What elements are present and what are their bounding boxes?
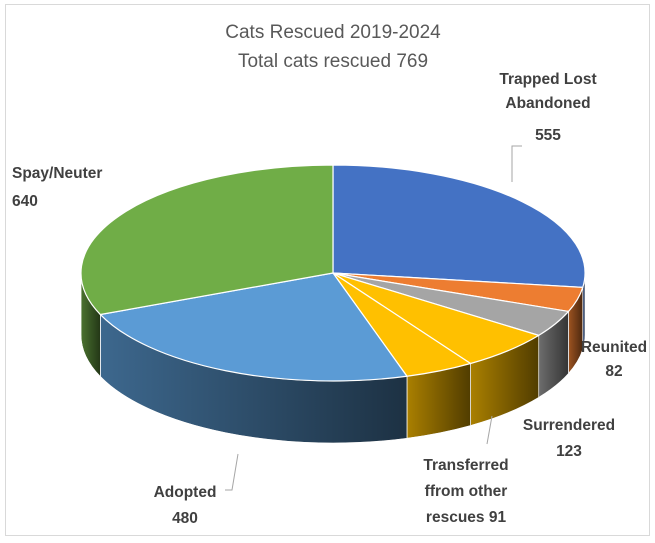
leader-line-transferred [486,415,493,445]
label-trapped-line-2: Abandoned [505,95,590,112]
leader-line-trapped [511,145,522,182]
label-spay-neuter: Spay/Neuter 640 [12,165,102,210]
label-reunited-name: Reunited [581,339,647,356]
label-spay-neuter-value: 640 [12,193,38,210]
label-transferred-line-2: ffrom other [425,483,508,500]
label-transferred: Transferred ffrom other rescues 91 [423,457,508,526]
label-surrendered: Surrendered 123 [523,417,615,460]
label-adopted-name: Adopted [154,484,217,501]
label-adopted-value: 480 [172,510,198,527]
label-surrendered-name: Surrendered [523,417,615,434]
slice-adopted [99,272,408,382]
label-reunited-value: 82 [605,363,622,380]
slice-spay-neuter [80,164,334,316]
label-transferred-line-1: Transferred [423,457,508,474]
slice-trapped-lost-abandoned [332,164,586,288]
label-surrendered-value: 123 [556,443,582,460]
label-trapped-line-1: Trapped Lost [499,71,596,88]
label-trapped-value: 555 [535,127,561,144]
label-trapped-lost-abandoned: Trapped Lost Abandoned 555 [499,71,596,144]
leader-line-adopted [225,453,239,491]
label-adopted: Adopted 480 [154,484,217,527]
label-transferred-line-3: rescues 91 [426,509,507,526]
label-reunited: Reunited 82 [581,339,647,380]
label-spay-neuter-name: Spay/Neuter [12,165,102,182]
chart-subtitle: Total cats rescued 769 [238,51,428,72]
chart-title: Cats Rescued 2019-2024 [225,22,441,43]
